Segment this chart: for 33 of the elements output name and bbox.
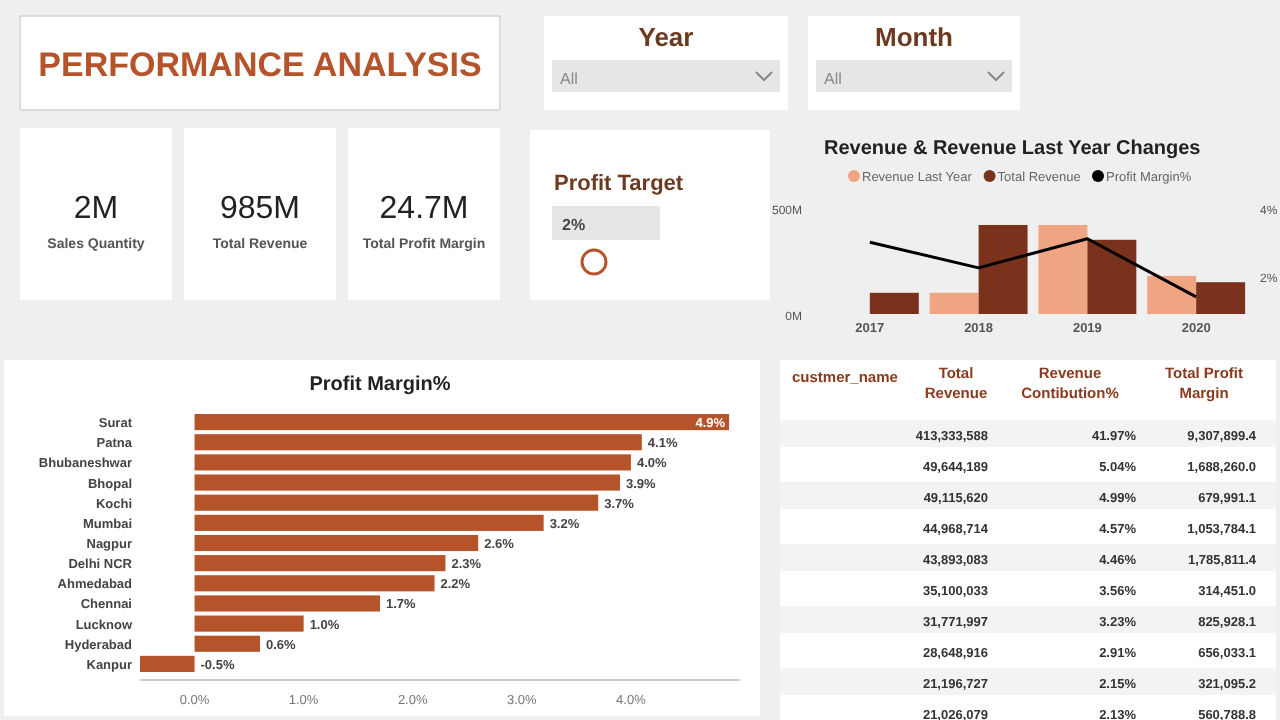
text: PERFORMANCE ANALYSIS [38, 46, 482, 84]
text: 2M [73, 192, 119, 226]
bar [194, 454, 631, 471]
text: 985M [219, 192, 301, 226]
bar [1038, 224, 1088, 314]
text: All [560, 70, 579, 88]
bar [194, 595, 380, 612]
bar [194, 514, 544, 531]
bar [194, 615, 304, 632]
text: Profit Target [554, 172, 684, 196]
text: Year [638, 22, 694, 52]
bar [194, 555, 446, 572]
bar [194, 474, 620, 491]
bar [194, 434, 642, 451]
bar [1196, 282, 1246, 314]
bar [194, 575, 435, 592]
text: 24.7M [379, 192, 469, 226]
bar [194, 494, 599, 511]
bar [194, 534, 479, 552]
bar [869, 292, 919, 314]
text: All [824, 70, 843, 88]
bar [1147, 275, 1197, 314]
line-series [868, 237, 1198, 299]
bar [929, 292, 979, 314]
text: Month [875, 22, 954, 52]
bar [194, 635, 260, 652]
text: 2% [562, 216, 586, 234]
bar [140, 655, 195, 672]
chart-title: Revenue & Revenue Last Year Changes [824, 138, 1202, 160]
bar [194, 414, 730, 431]
bar [1087, 239, 1137, 314]
bar [978, 224, 1028, 314]
chart-title: Profit Margin% [309, 374, 451, 396]
